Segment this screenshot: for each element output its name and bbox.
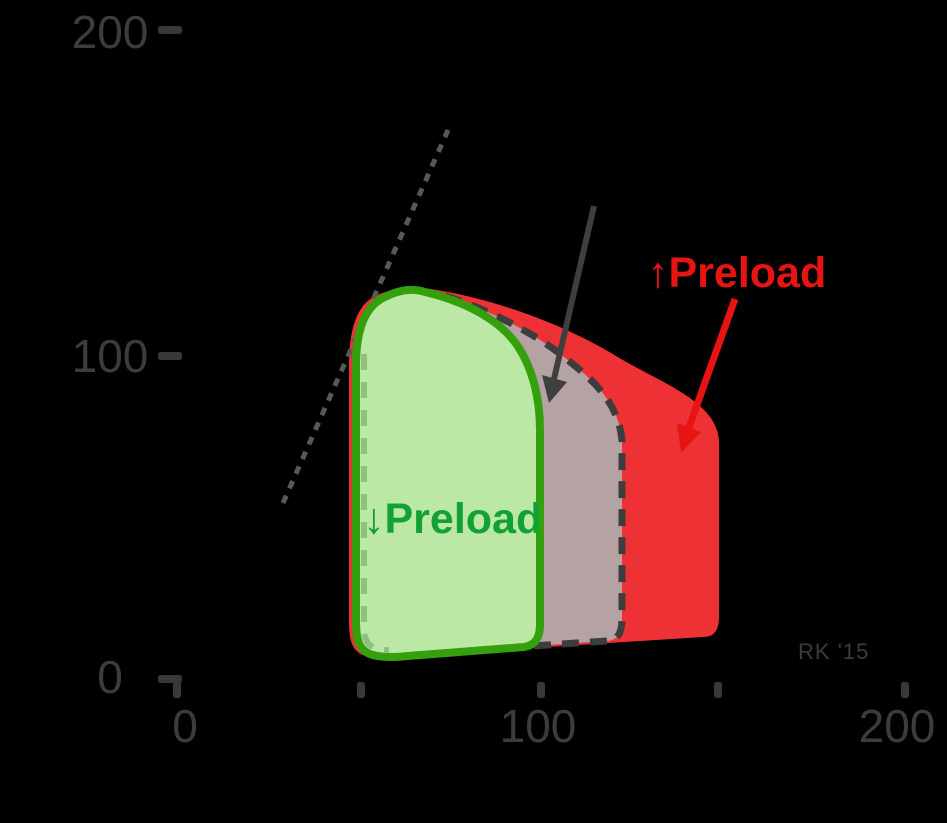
axis-tick	[173, 677, 181, 698]
normal-loop-ghost-edge	[361, 354, 390, 654]
normal-loop-arrow	[551, 205, 597, 380]
decreased-preload-loop	[352, 285, 544, 661]
x-axis-label-200: 200	[858, 700, 936, 752]
increased-preload-arrowhead	[677, 423, 701, 453]
axis-tick	[901, 682, 909, 698]
axis-tick	[537, 682, 545, 698]
x-axis-label-0: 0	[172, 700, 198, 752]
y-axis-label-100: 100	[71, 330, 149, 382]
axis-tick	[714, 682, 722, 698]
signature-text: RK '15	[798, 639, 870, 664]
normal-loop-arrowhead	[542, 375, 567, 403]
axis-ticks	[158, 26, 909, 698]
increased-preload-label: ↑Preload	[647, 249, 827, 297]
decreased-preload-label: ↓Preload	[363, 495, 543, 543]
x-axis-label-100: 100	[499, 700, 577, 752]
y-axis-label-0: 0	[97, 651, 123, 703]
y-axis-label-200: 200	[71, 6, 149, 58]
increased-preload-arrow	[684, 297, 739, 432]
axis-tick	[357, 682, 365, 698]
axis-tick	[158, 26, 182, 34]
axis-tick	[158, 352, 182, 360]
espvr-dashed-line	[280, 128, 451, 505]
